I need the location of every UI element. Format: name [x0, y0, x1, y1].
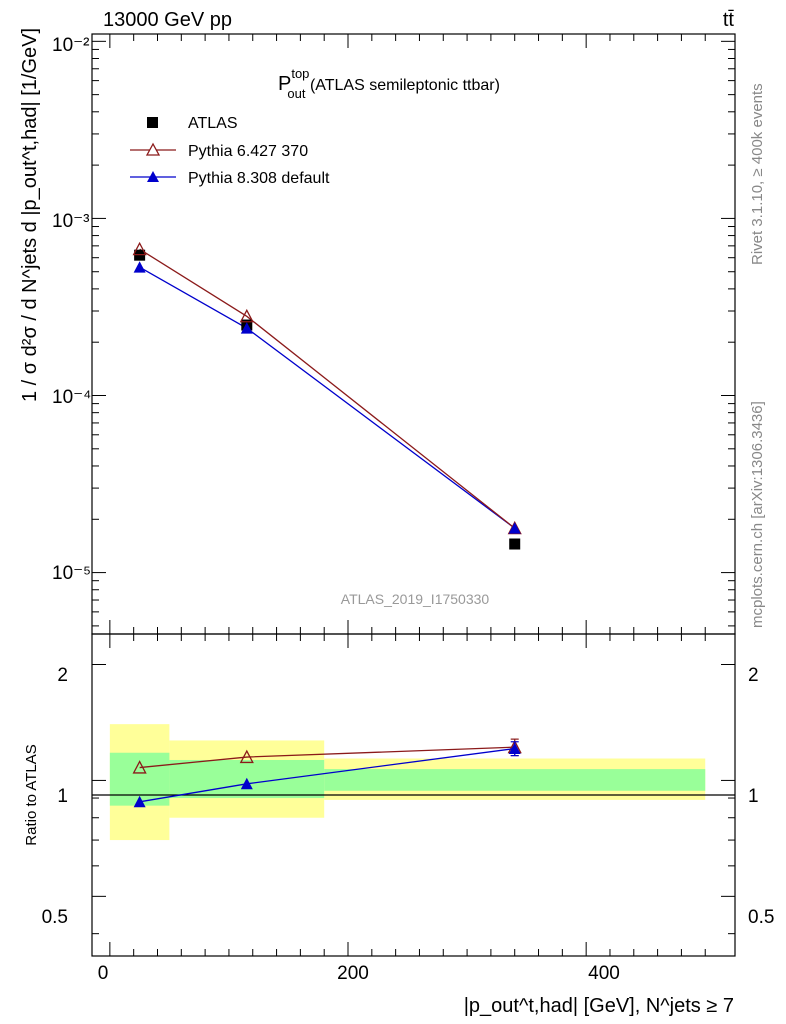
header-right: tt̄ — [723, 9, 735, 31]
upper-data-marks — [132, 241, 522, 550]
legend-label-py8: Pythia 8.308 default — [188, 170, 330, 187]
series-line-py8 — [139, 266, 516, 529]
watermark: ATLAS_2019_I1750330 — [341, 591, 490, 607]
ratio-y-axis-label: Ratio to ATLAS — [23, 744, 40, 845]
x-axis-label: |p_out^t,had| [GeV], N^jets ≥ 7 — [464, 995, 734, 1017]
ratio-ytick-label-2: 2 — [57, 665, 68, 686]
upper-axis-ticks — [92, 34, 735, 634]
pythia8-point — [133, 261, 146, 273]
legend-marker-py6 — [145, 142, 161, 156]
legend-label-atlas: ATLAS — [188, 115, 238, 132]
stat-uncertainty-band — [324, 769, 706, 791]
ratio-ytick-label-right-0-5: 0.5 — [748, 907, 774, 928]
upper-y-tick-labels: 10⁻⁵ 10⁻⁴ 10⁻³ 10⁻² — [52, 35, 91, 584]
ratio-ytick-label-right-1: 1 — [748, 786, 759, 807]
plot-title: Ptop out (ATLAS semileptonic ttbar) — [278, 66, 500, 101]
ytick-label-1e-3: 10⁻³ — [52, 211, 90, 232]
legend-marker-py8 — [147, 171, 159, 182]
ratio-data-marks — [132, 738, 522, 808]
ratio-bands — [109, 724, 706, 841]
legend-marker-atlas — [147, 117, 158, 128]
ratio-point-py8 — [133, 795, 146, 808]
ratio-point-py8 — [508, 742, 521, 754]
ratio-point-py8 — [240, 777, 253, 790]
mcplots-label: mcplots.cern.ch [arXiv:1306.3436] — [749, 401, 766, 628]
ytick-label-1e-4: 10⁻⁴ — [52, 387, 91, 408]
xtick-label-400: 400 — [588, 963, 620, 984]
ratio-ytick-label-right-2: 2 — [748, 665, 759, 686]
lower-axis-ticks — [92, 634, 735, 956]
pythia8-point — [240, 322, 253, 334]
ratio-line-py6 — [139, 746, 515, 769]
lower-y-tick-labels: 0.5 1 2 0.5 1 2 — [42, 665, 775, 928]
upper-y-axis-label: 1 / σ d²σ / d N^jets d |p_out^t,had| [1/… — [19, 28, 41, 402]
x-tick-labels: 0 200 400 — [98, 963, 620, 984]
rivet-label: Rivet 3.1.10, ≥ 400k events — [749, 83, 766, 265]
pythia8-point — [508, 522, 521, 534]
legend: ATLAS Pythia 6.427 370 Pythia 8.308 defa… — [130, 115, 330, 187]
header-left: 13000 GeV pp — [103, 9, 232, 31]
series-line-py6 — [139, 248, 516, 529]
ytick-label-1e-5: 10⁻⁵ — [52, 563, 91, 584]
pythia6-point — [132, 241, 147, 256]
xtick-label-0: 0 — [98, 963, 109, 984]
xtick-label-200: 200 — [337, 963, 369, 984]
legend-label-py6: Pythia 6.427 370 — [188, 143, 308, 160]
ratio-point-py6 — [132, 760, 147, 774]
pythia6-point — [239, 308, 254, 323]
atlas-point — [509, 538, 521, 550]
ratio-ytick-label-1: 1 — [57, 786, 68, 807]
lower-frame — [91, 633, 736, 957]
ytick-label-1e-2: 10⁻² — [52, 35, 90, 56]
ratio-ytick-label-0-5: 0.5 — [42, 907, 68, 928]
ratio-point-py6 — [239, 749, 254, 764]
